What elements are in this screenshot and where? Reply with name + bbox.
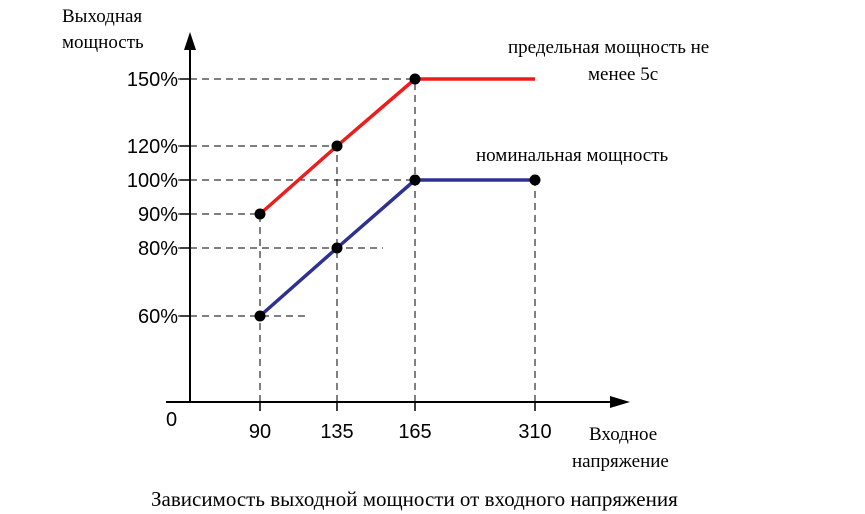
guide-lines bbox=[178, 78, 536, 402]
y-tick-label: 60% bbox=[138, 306, 178, 328]
data-point bbox=[409, 73, 421, 85]
data-point bbox=[331, 242, 343, 254]
y-tick-label: 120% bbox=[127, 136, 178, 158]
origin-label: 0 bbox=[166, 409, 177, 431]
tick-labels: 90 135 165 310 60% 80% 90% 100% 120% 150% bbox=[127, 69, 552, 443]
x-axis-arrow bbox=[610, 396, 630, 408]
data-points bbox=[254, 73, 541, 322]
series-label-nominal: номинальная мощность bbox=[476, 145, 669, 166]
x-tick-label: 310 bbox=[518, 421, 551, 443]
data-point bbox=[529, 174, 541, 186]
chart-caption: Зависимость выходной мощности от входног… bbox=[151, 487, 678, 511]
y-axis-label-line2: мощность bbox=[62, 32, 144, 53]
y-tick-label: 80% bbox=[138, 238, 178, 260]
series-label-limit-line1: предельная мощность не bbox=[508, 37, 709, 58]
x-tick-label: 90 bbox=[249, 421, 271, 443]
series-line-1 bbox=[258, 178, 535, 318]
x-tick-label: 165 bbox=[398, 421, 431, 443]
y-tick-label: 100% bbox=[127, 170, 178, 192]
y-tick-label: 90% bbox=[138, 204, 178, 226]
x-axis-label-line2: напряжение bbox=[572, 451, 669, 472]
y-axis-arrow bbox=[184, 32, 196, 50]
x-tick-label: 135 bbox=[320, 421, 353, 443]
x-axis-label-line1: Входное bbox=[589, 424, 657, 445]
labels: Выходная мощность Входное напряжение 0 п… bbox=[62, 6, 709, 511]
data-point bbox=[331, 140, 343, 152]
series-lines bbox=[258, 77, 535, 318]
axes bbox=[166, 32, 630, 411]
y-tick-label: 150% bbox=[127, 69, 178, 91]
data-point bbox=[254, 208, 266, 220]
y-axis-label-line1: Выходная bbox=[62, 6, 142, 27]
data-point bbox=[254, 310, 266, 322]
series-label-limit-line2: менее 5с bbox=[588, 64, 658, 85]
data-point bbox=[409, 174, 421, 186]
